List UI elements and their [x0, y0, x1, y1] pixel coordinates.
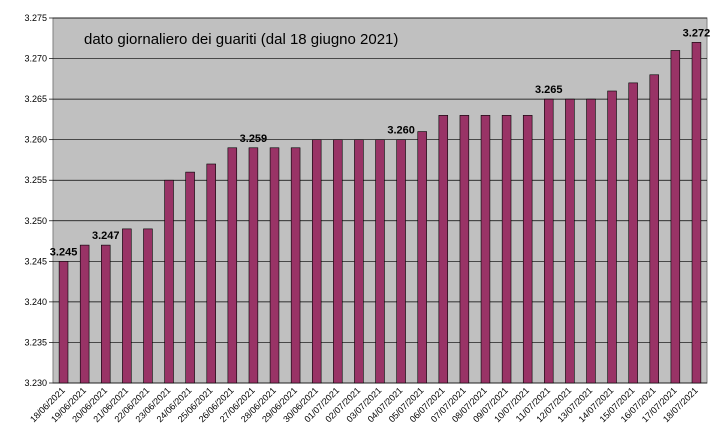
- bar: [206, 163, 216, 384]
- bar: [375, 139, 385, 384]
- bar: [691, 42, 702, 384]
- y-tick-label: 3.230: [24, 378, 47, 388]
- y-tick-label: 3.255: [24, 175, 47, 185]
- bar: [565, 98, 575, 384]
- bar: [333, 139, 343, 384]
- bar: [79, 244, 90, 384]
- bar: [522, 115, 533, 384]
- bar: [269, 147, 280, 384]
- grid-layer: [53, 17, 707, 384]
- y-tick-label: 3.235: [24, 337, 47, 347]
- x-axis: 18/06/202119/06/202120/06/202121/06/2021…: [28, 385, 700, 424]
- bar: [459, 115, 470, 384]
- bar: [248, 147, 259, 384]
- bar: [607, 90, 617, 384]
- data-label: 3.247: [92, 230, 120, 242]
- chart-title: dato giornaliero dei guariti (dal 18 giu…: [84, 31, 398, 48]
- data-label: 3.272: [683, 27, 711, 39]
- y-tick-label: 3.245: [24, 256, 47, 266]
- bar: [649, 74, 659, 384]
- bar: [417, 131, 427, 384]
- bar: [628, 82, 638, 384]
- bar: [501, 115, 512, 384]
- bar: [480, 115, 491, 384]
- bar-layer: [58, 42, 702, 384]
- data-label: 3.260: [387, 125, 415, 137]
- bar: [438, 115, 449, 384]
- data-label-layer: 3.245 3.247 3.259 3.260 3.265 3.272: [50, 27, 710, 258]
- bar: [586, 98, 596, 384]
- bar: [670, 50, 681, 384]
- y-tick-label: 3.240: [24, 297, 47, 307]
- bar: [354, 139, 364, 384]
- data-label: 3.265: [535, 84, 563, 96]
- data-label: 3.245: [50, 246, 78, 258]
- y-axis: 3.230 3.235 3.240 3.245 3.250 3.255 3.260 3.265…: [24, 13, 53, 388]
- bar: [185, 171, 195, 384]
- bar: [58, 261, 69, 384]
- bar: [227, 147, 238, 384]
- bar: [396, 139, 406, 384]
- data-label: 3.259: [240, 133, 268, 145]
- y-tick-label: 3.265: [24, 94, 47, 104]
- bar: [122, 228, 132, 384]
- bar: [101, 244, 111, 384]
- y-tick-label: 3.270: [24, 54, 47, 64]
- bar: [290, 147, 301, 384]
- y-tick-label: 3.260: [24, 135, 47, 145]
- bar: [544, 98, 554, 384]
- bar: [311, 139, 322, 384]
- bar: [164, 179, 174, 384]
- y-tick-label: 3.275: [24, 13, 47, 23]
- y-tick-label: 3.250: [24, 216, 47, 226]
- bar: [143, 228, 153, 384]
